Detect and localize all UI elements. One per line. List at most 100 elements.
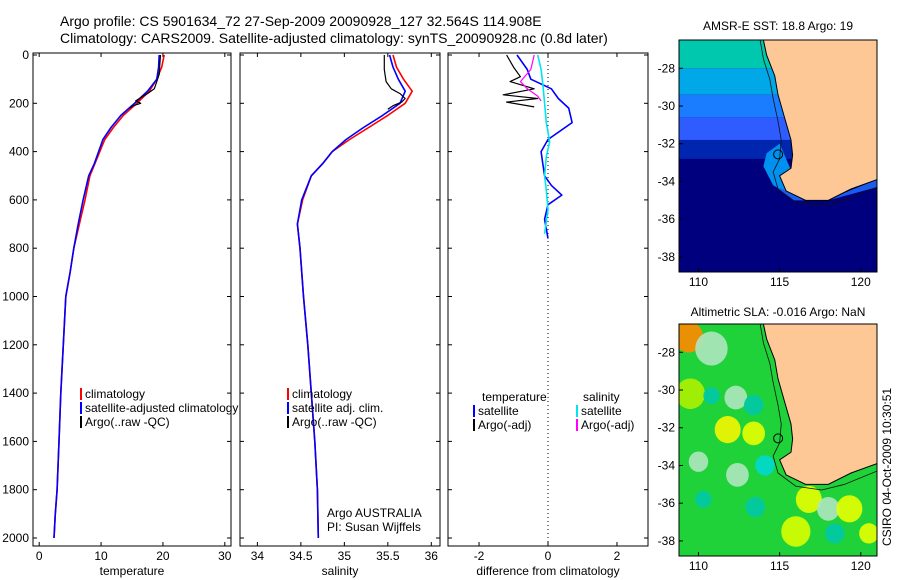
temperature-ytick-label: 1600: [2, 434, 29, 448]
timestamp-stamp: CSIRO 04-Oct-2009 10:30:51: [880, 387, 894, 546]
profile-title: Argo profile: CS 5901634_72 27-Sep-2009 …: [60, 13, 542, 29]
sla_map-ytick-label: -36: [658, 496, 676, 510]
difference-legend: temperature salinitysatelliteArgo(-adj)sa…: [473, 390, 634, 432]
sst_map-title: AMSR-E SST: 18.8 Argo: 19: [703, 19, 853, 33]
salinity-axes-box: [239, 52, 441, 547]
salinity-series-satellite-adj-clim-: [296, 54, 407, 539]
salinity-xtick-label: 36: [425, 549, 439, 563]
temperature-series-satellite-adjusted-climatology: [53, 54, 160, 539]
temperature-ytick-label: 1400: [2, 386, 29, 400]
sla-anomaly-blob: [745, 496, 766, 518]
temperature-ytick-label: 2000: [2, 531, 29, 545]
sla-anomaly-blob: [795, 485, 822, 513]
temperature-legend-label: satellite-adjusted climatology: [85, 401, 238, 415]
difference-series-salinity-satellite: [536, 54, 551, 234]
sla_map-ytick-label: -34: [658, 458, 676, 472]
climatology-title: Climatology: CARS2009. Satellite-adjuste…: [60, 30, 608, 46]
temperature-panel: 0 10 20 30 0 200 400 600 800 1000 1200 1400 1600 1800…: [2, 48, 238, 578]
sla_map-ytick-label: -30: [658, 383, 676, 397]
sst_map-ytick-label: -38: [658, 250, 676, 264]
sst_map-xtick-label: 115: [770, 275, 789, 289]
temperature-ytick-label: 1800: [2, 483, 29, 497]
difference-legend-title-salinity: salinity: [583, 390, 620, 404]
sst_map-ytick-label: -30: [658, 99, 676, 113]
difference-legend-label: satellite: [581, 404, 622, 418]
sla-anomaly-blob: [724, 385, 748, 410]
sla-anomaly-blob: [695, 490, 712, 508]
temperature-ytick-label: 200: [9, 96, 29, 110]
temperature-xtick-label: 0: [36, 549, 43, 563]
sla-anomaly-blob: [695, 331, 728, 366]
sst_map-ytick-label: -28: [658, 61, 676, 75]
sla-anomaly-blob: [743, 394, 764, 416]
salinity-legend-label: climatology: [292, 387, 352, 401]
difference-xtick-label: 0: [545, 549, 552, 563]
temperature-xtick-label: 20: [156, 549, 170, 563]
salinity-xtick-label: 34.5: [289, 549, 313, 563]
sst_map: AMSR-E SST: 18.8 Argo: 19 110 115 120 -28 -30…: [658, 19, 878, 289]
sla_map: Altimetric SLA: -0.016 Argo: NaN 110 115 12…: [658, 305, 878, 573]
sst_map-xtick-label: 120: [851, 275, 871, 289]
sst_map-ytick-label: -34: [658, 174, 676, 188]
difference-xtick-label: 2: [614, 549, 621, 563]
sla-anomaly-blob: [688, 451, 709, 472]
sla_map-land: [763, 324, 877, 485]
sla_map-xtick-label: 120: [851, 559, 871, 573]
temperature-legend-label: climatology: [85, 387, 145, 401]
difference-series-salinity-argo-adj-: [519, 54, 542, 102]
sla-anomaly-blob: [755, 455, 775, 476]
salinity-xtick-label: 35: [338, 549, 352, 563]
temperature-ytick-label: 600: [9, 193, 29, 207]
pi-label: PI: Susan Wijffels: [327, 520, 421, 534]
difference-legend-label: Argo(-adj): [581, 418, 634, 432]
temperature-series-argo-raw-qc-: [129, 54, 162, 109]
salinity-xlabel: salinity: [322, 564, 359, 578]
sla-anomaly-blob: [703, 387, 720, 405]
sla-anomaly-blob: [679, 378, 705, 410]
temperature-series-climatology: [53, 54, 165, 539]
salinity-series-climatology: [296, 54, 414, 539]
sla_map-argo-marker: [773, 433, 784, 444]
sla-anomaly-blob: [825, 523, 845, 544]
salinity-legend-label: Argo(..raw -QC): [292, 415, 377, 429]
sla_map-xtick-label: 115: [770, 559, 789, 573]
sla-anomaly-blob: [742, 421, 766, 446]
sst_map-ytick-label: -36: [658, 212, 676, 226]
sla-anomaly-blob: [836, 495, 863, 523]
temperature-legend-label: Argo(..raw -QC): [85, 415, 170, 429]
temperature-ytick-label: 800: [9, 241, 29, 255]
sla_map-ytick-label: -32: [658, 421, 676, 435]
sla_map-coastline: [762, 324, 877, 485]
sla-anomaly-blob: [714, 416, 741, 444]
difference-legend-title-temperature: temperature: [482, 390, 547, 404]
salinity-panel: 34 34.5 35 35.5 36 salinity climatologysatelli…: [239, 52, 441, 578]
sst_map-coastline: [762, 40, 877, 201]
temperature-xlabel: temperature: [100, 564, 165, 578]
sla-anomaly-blob: [781, 516, 811, 547]
temperature-xtick-label: 30: [218, 549, 232, 563]
sst_map-xtick-label: 110: [689, 275, 708, 289]
difference-axes-box: [447, 52, 649, 547]
temperature-ytick-label: 0: [22, 48, 29, 62]
sst_map-land: [763, 40, 877, 201]
temperature-ytick-label: 1200: [2, 338, 29, 352]
sla_map-title: Altimetric SLA: -0.016 Argo: NaN: [691, 305, 866, 319]
sla-anomaly-blob: [816, 496, 840, 521]
sst_map-axes-box: [678, 39, 878, 273]
sla-anomaly-blob: [859, 523, 877, 544]
temperature-axes-box: [32, 52, 232, 547]
sla_map-xtick-label: 110: [689, 559, 708, 573]
difference-legend-label: Argo(-adj): [478, 418, 531, 432]
sla_map-axes-box: [678, 323, 878, 557]
difference-xlabel: difference from climatology: [476, 564, 619, 578]
temperature-ytick-label: 1000: [2, 290, 29, 304]
temperature-xtick-label: 10: [94, 549, 108, 563]
difference-series-temperature-argo-adj-: [502, 54, 539, 108]
sla_map-ytick-label: -38: [658, 534, 676, 548]
salinity-xtick-label: 34: [251, 549, 265, 563]
sst_map-argo-marker: [773, 149, 784, 160]
